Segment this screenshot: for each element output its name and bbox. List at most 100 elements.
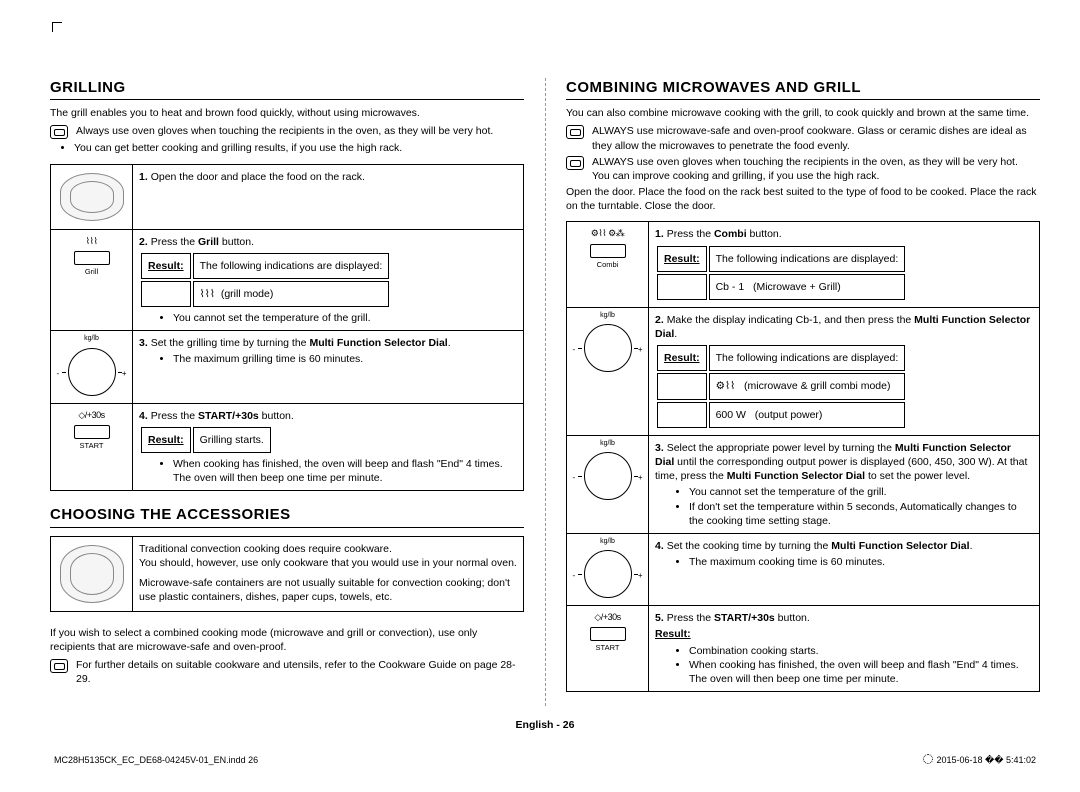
sub-list: The maximum grilling time is 60 minutes. [139,352,517,366]
result-row: Result: The following indications are di… [139,251,391,309]
bold: START/+30s [714,612,775,624]
result-label: Result: [148,260,184,272]
icon-cell [51,536,133,611]
step-icon-cell: kg/lb -+ [567,307,649,435]
step-icon-cell: kg/lb -+ [567,533,649,605]
step-text: Press the [151,236,198,248]
note-row: Always use oven gloves when touching the… [50,124,524,139]
combi-symbol: ⚙⌇⌇ ⚙⁂ [573,227,642,239]
start-symbol: ◇/+30s [57,409,126,421]
step-num: 2. [655,314,664,326]
l: 600 W [716,409,746,421]
btn-label: Grill [57,267,126,277]
result-label: Result: [655,628,691,640]
combi-steps-table: ⚙⌇⌇ ⚙⁂ Combi 1. Press the Combi button. … [566,221,1040,692]
result-text: The following indications are displayed: [709,246,906,272]
result-row: Result: The following indications are di… [655,343,907,430]
note-row: ALWAYS use microwave-safe and oven-proof… [566,124,1040,152]
note-icon [50,659,68,673]
column-divider [544,78,546,706]
bold: Combi [714,228,747,240]
footer-timestamp: 2015-06-18 �� 5:41:02 [923,754,1036,766]
dial-top: kg/lb [573,439,642,448]
result-label: Result: [148,434,184,446]
note-icon [566,125,584,139]
p: You should, however, use only cookware t… [139,556,517,570]
t: Select the appropriate power level by tu… [667,442,895,454]
result-text: Grilling starts. [193,427,271,453]
sub-item: The maximum grilling time is 60 minutes. [173,352,517,366]
button-rect-icon [590,244,626,258]
bold: START/+30s [198,410,259,422]
heading-accessories: CHOOSING THE ACCESSORIES [50,505,524,527]
right-column: COMBINING MICROWAVES AND GRILL You can a… [566,78,1040,706]
heading-grilling: GRILLING [50,78,524,100]
sub-list: You cannot set the temperature of the gr… [139,311,517,325]
note-row: ALWAYS use oven gloves when touching the… [566,155,1040,183]
minus: - [57,369,60,380]
left-column: GRILLING The grill enables you to heat a… [50,78,524,706]
cookware-icon [60,545,124,603]
l: Cb - 1 [716,281,745,293]
open-door-instruction: Open the door. Place the food on the rac… [566,185,1040,213]
step-cell: 2. Press the Grill button. Result: The f… [133,229,524,331]
result-label: Result: [664,253,700,265]
page-columns: GRILLING The grill enables you to heat a… [50,78,1040,706]
sub-item: When cooking has finished, the oven will… [173,457,517,485]
bold: Multi Function Selector Dial [831,540,969,552]
note-text: For further details on suitable cookware… [76,658,524,686]
note-row: For further details on suitable cookware… [50,658,524,686]
step-cell: 2. Make the display indicating Cb-1, and… [649,307,1040,435]
step-icon-cell: ⚙⌇⌇ ⚙⁂ Combi [567,222,649,308]
note-icon [50,125,68,139]
note-icon [566,156,584,170]
btn-label: START [573,643,642,653]
result-text: The following indications are displayed: [709,345,906,371]
footer-file: MC28H5135CK_EC_DE68-04245V-01_EN.indd 26 [54,754,258,766]
start-symbol: ◇/+30s [573,611,642,623]
step-cell: 1. Open the door and place the food on t… [133,164,524,229]
step-cell: 1. Press the Combi button. Result: The f… [649,222,1040,308]
accessories-para: If you wish to select a combined cooking… [50,626,524,654]
grilling-steps-table: 1. Open the door and place the food on t… [50,164,524,492]
page-footer-row: MC28H5135CK_EC_DE68-04245V-01_EN.indd 26… [50,754,1040,766]
t: Set the cooking time by turning the [667,540,832,552]
sub: You cannot set the temperature of the gr… [689,485,1033,499]
t: Make the display indicating Cb-1, and th… [667,314,914,326]
step-cell: 4. Set the cooking time by turning the M… [649,533,1040,605]
step-icon-cell: ⌇⌇⌇ Grill [51,229,133,331]
dial-icon: - + [68,348,116,396]
p: Microwave-safe containers are not usuall… [139,576,517,604]
bold: Multi Function Selector Dial [727,470,865,482]
result-row: Result: The following indications are di… [655,244,907,302]
bold: Grill [198,236,219,248]
result-text: The following indications are displayed: [193,253,390,279]
sym: ⌇⌇⌇ [200,288,215,300]
r: (output power) [755,409,823,421]
grilling-intro: The grill enables you to heat and brown … [50,106,524,120]
step-icon-cell [51,164,133,229]
grill-symbol: ⌇⌇⌇ [57,235,126,247]
crop-mark [52,22,62,32]
sub-item: You cannot set the temperature of the gr… [173,311,517,325]
step-text: button. [219,236,254,248]
t: Press the [667,228,714,240]
sub: When cooking has finished, the oven will… [689,658,1033,686]
p: Traditional convection cooking does requ… [139,542,517,556]
button-rect-icon [590,627,626,641]
dial-top: kg/lb [573,311,642,320]
step-cell: 5. Press the START/+30s button. Result: … [649,606,1040,692]
t: to set the power level. [865,470,970,482]
step-text: Set the grilling time by turning the [151,337,310,349]
sub-list: The maximum cooking time is 60 minutes. [655,555,1033,569]
dial-top: kg/lb [573,537,642,546]
step-num: 5. [655,612,664,624]
step-cell: 3. Set the grilling time by turning the … [133,331,524,403]
note-text: ALWAYS use oven gloves when touching the… [592,155,1040,183]
t: Press the [667,612,714,624]
plus: + [122,369,127,380]
btn-label: START [57,441,126,451]
note-text: ALWAYS use microwave-safe and oven-proof… [592,124,1040,152]
step-text: Press the [151,410,198,422]
sub: The maximum cooking time is 60 minutes. [689,555,1033,569]
